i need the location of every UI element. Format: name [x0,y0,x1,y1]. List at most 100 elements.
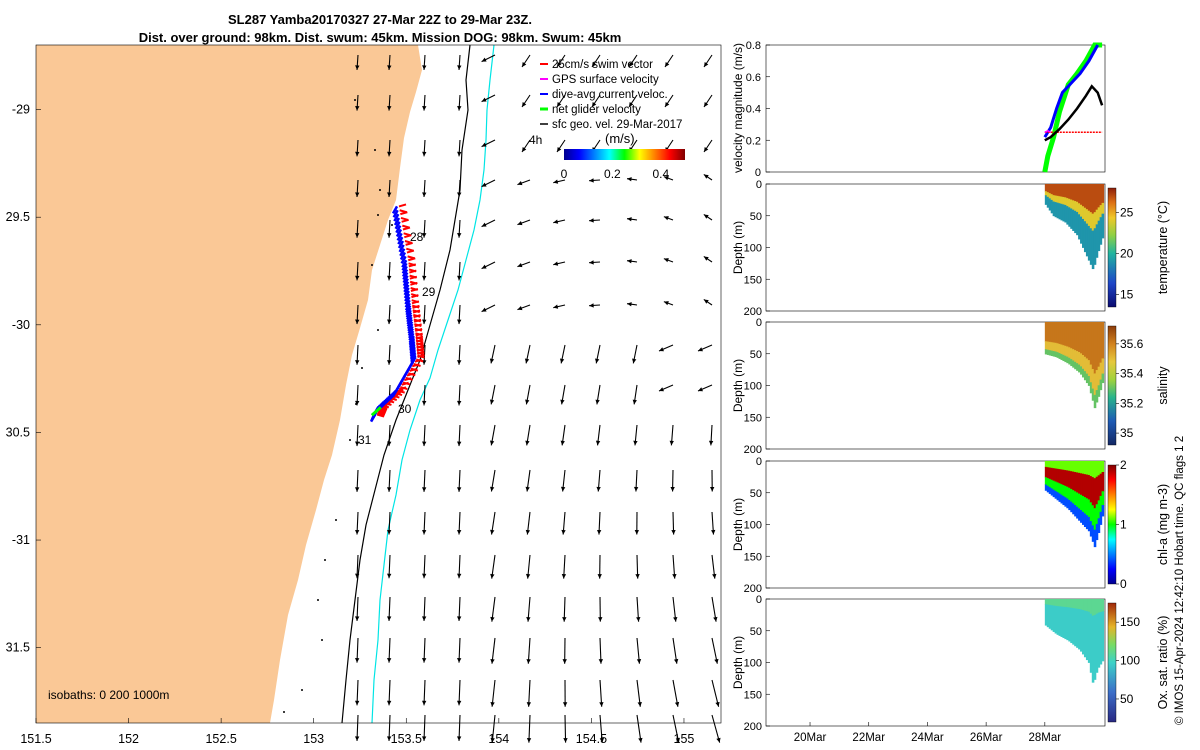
swim-vector [412,304,420,309]
section-cell [1095,476,1099,505]
current-vector-head [490,702,495,707]
current-vector-head [562,617,567,622]
section-cell [1054,195,1058,203]
current-vector-head [355,736,360,741]
track-day-label: 29 [422,285,436,299]
section-cell [1074,472,1077,492]
section-cell [1066,356,1069,364]
current-vector-head [490,616,495,622]
section-plot-area [765,183,1106,312]
section-cell [1083,599,1087,611]
dive-avg-current-vector [391,205,399,215]
section-cell [1101,472,1105,492]
coast-dot [371,264,373,266]
current-vector-head [387,275,392,281]
dive-avg-current-vector [393,217,401,226]
section-cell [1060,469,1064,485]
section-cell [1066,607,1069,641]
current-vector-head [663,216,669,221]
chlorophyll-section-panel: 0 50 100 150 200 Depth (m) 2 1 0 chl-a (mg m-3) [731,456,1170,595]
current-vector-head [457,441,462,447]
section-cell [1058,599,1062,607]
swim-vector [416,344,425,349]
section-cell [1054,184,1058,196]
section-cell [1066,461,1069,471]
section-cell [1070,359,1073,367]
section-y-tick-label: 200 [744,444,762,456]
current-vector-head [422,573,427,579]
section-cell [1101,373,1105,384]
dive-avg-current-vector [404,296,411,305]
section-cell [1074,608,1077,647]
section-cell [1056,184,1060,197]
current-vector-head [525,573,531,579]
current-vector-head [457,319,462,325]
section-cell [1058,461,1062,470]
section-cell [1048,184,1052,194]
section-cell [1044,484,1048,491]
swim-vector [405,241,413,246]
swim-vector [402,226,411,231]
map-x-axis: 151.5 152 152.5 153 153.5 154 154.5 155 [20,718,694,746]
section-cell [1097,322,1101,368]
dive-avg-current-vector [396,232,403,241]
section-cell [1093,394,1097,409]
section-cell [1056,343,1060,353]
section-cell [1080,461,1083,474]
coast-dot [349,439,351,441]
section-cell [1085,209,1089,224]
section-y-tick-label: 200 [744,306,762,318]
section-cell [1074,184,1077,202]
current-vector-head [598,659,604,664]
section-cell [1058,483,1062,494]
section-cell [1089,613,1093,673]
section-cell [1087,474,1091,500]
section-cell [1072,360,1075,368]
map-x-tick-label: 155 [674,732,695,746]
section-cell [1056,352,1060,358]
current-vector-head [632,399,637,405]
current-vector-head [553,261,559,266]
section-cell [1097,599,1101,614]
dive-avg-current-vector [401,265,408,275]
current-vector-head [422,616,427,621]
current-vector-head [457,616,462,621]
section-cell [1080,216,1083,244]
section-cell [1095,523,1099,541]
section-cell [1058,469,1062,484]
current-vector-head [355,151,360,157]
section-cell [1091,322,1095,370]
section-cell [1070,184,1073,200]
swim-vector [398,203,407,208]
coast-dot [354,99,356,101]
section-colorbar-label: Ox. sat. ratio (%) [1156,616,1170,710]
section-y-tick-label: 0 [756,456,762,468]
section-cell [1048,487,1052,494]
section-cell [1068,499,1071,511]
section-cell [1046,599,1050,605]
section-cell [1097,518,1101,534]
section-cell [1058,343,1062,354]
dive-avg-current-vector [369,413,377,423]
section-cell [1082,610,1085,655]
section-cell [1074,322,1077,351]
copyright-note: © IMOS 15-Apr-2024 12:42:10 Hobart time.… [1174,436,1186,725]
map-y-tick-label: -29 [12,103,30,117]
current-vector-head [714,658,719,664]
section-cell [1072,608,1075,645]
section-colorbar-tick-label: 0 [1120,577,1127,591]
section-cell [1054,468,1058,482]
section-cell [1072,599,1075,609]
section-cell [1050,599,1054,606]
dive-avg-current-vector [401,259,408,268]
current-vector-head [561,529,566,535]
velocity-series-line [1044,84,1104,142]
current-vector-head [387,700,392,706]
section-cell [1044,341,1048,350]
dive-avg-current-vector [404,293,411,302]
section-colorbar [1107,187,1117,308]
current-vector-head [387,736,392,741]
section-cell [1054,322,1058,344]
map-x-tick-label: 154.5 [576,732,607,746]
section-y-tick-label: 200 [744,583,762,595]
